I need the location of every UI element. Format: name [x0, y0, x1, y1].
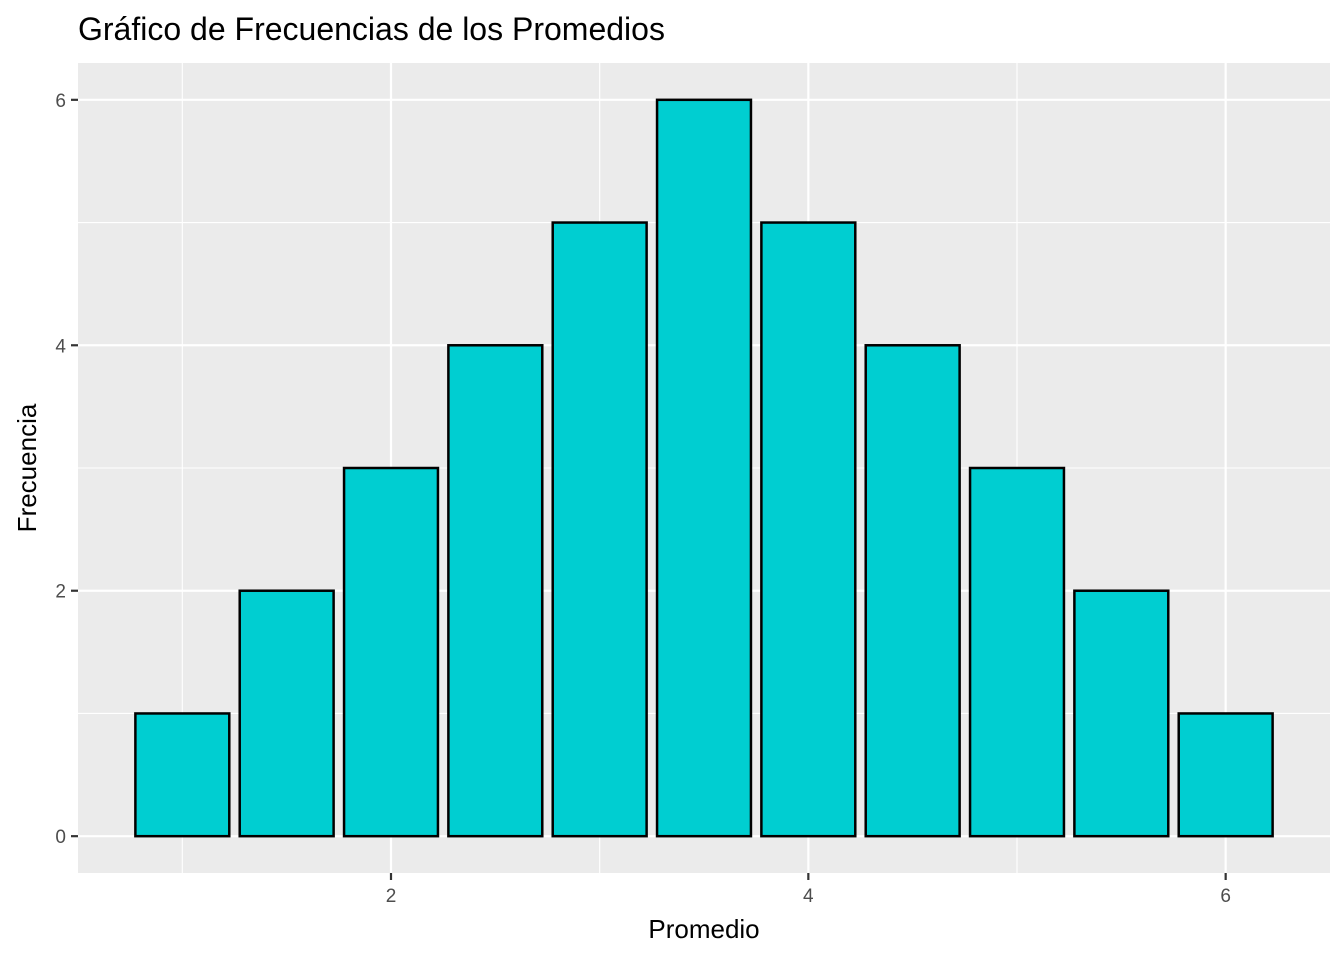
bar [134, 712, 231, 838]
y-tick-label: 0 [55, 827, 66, 848]
y-axis-ticks: 0 2 4 6 [55, 91, 78, 848]
bar [238, 589, 335, 838]
bar [968, 466, 1066, 838]
chart-title: Gráfico de Frecuencias de los Promedios [78, 11, 665, 47]
bar [447, 344, 544, 838]
y-tick-label: 2 [55, 582, 66, 603]
x-axis-title: Promedio [648, 914, 759, 944]
bar [864, 344, 961, 838]
bar [760, 221, 857, 838]
x-tick-label: 2 [386, 886, 397, 907]
y-tick-label: 6 [55, 91, 66, 112]
y-axis-title: Frecuencia [12, 403, 42, 532]
x-tick-label: 4 [803, 886, 814, 907]
bar [342, 466, 440, 838]
y-tick-label: 4 [55, 336, 66, 357]
bar [1177, 712, 1274, 838]
x-tick-label: 6 [1220, 886, 1231, 907]
x-axis-ticks: 2 4 6 [386, 873, 1231, 907]
bar [551, 221, 648, 838]
bars [134, 98, 1274, 838]
bar [655, 98, 753, 838]
bar [1073, 589, 1170, 838]
